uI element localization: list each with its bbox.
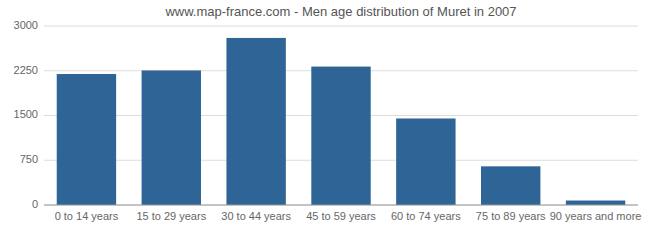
bar: 60 to 74 years: 1450 — [396, 118, 455, 205]
bar: 90 years and more: 75 — [566, 201, 625, 205]
bar: 45 to 59 years: 2320 — [311, 67, 370, 205]
x-axis-line — [44, 205, 638, 206]
title: www.map-france.com - Men age distributio… — [164, 4, 516, 19]
x-tick-label: 60 to 74 years — [391, 210, 461, 222]
bar: 15 to 29 years: 2255 — [142, 70, 201, 205]
x-tick-label: 0 to 14 years — [55, 210, 119, 222]
grid — [44, 26, 638, 205]
chart-container: 0 750 1500 2250 3000 0 to 14 years: 2195 15 to… — [0, 0, 650, 229]
chart-svg: 0 750 1500 2250 3000 0 to 14 years: 2195 15 to… — [0, 0, 650, 229]
y-tick-label: 3000 — [14, 19, 38, 31]
background — [0, 0, 650, 229]
y-axis: 0 750 1500 2250 3000 — [14, 19, 38, 210]
y-tick-label: 0 — [32, 198, 38, 210]
bars: 0 to 14 years: 2195 15 to 29 years: 2255 3… — [57, 38, 626, 205]
bar: 75 to 89 years: 648 — [481, 166, 540, 205]
x-tick-label: 30 to 44 years — [221, 210, 291, 222]
y-tick-label: 1500 — [14, 108, 38, 120]
bar: 30 to 44 years: 2800 — [226, 38, 285, 205]
x-tick-label: 90 years and more — [550, 210, 642, 222]
x-axis: 0 to 14 years 15 to 29 years 30 to 44 year… — [55, 210, 642, 222]
x-tick-label: 45 to 59 years — [306, 210, 376, 222]
y-tick-label: 2250 — [14, 64, 38, 76]
x-tick-label: 15 to 29 years — [136, 210, 206, 222]
bar: 0 to 14 years: 2195 — [57, 74, 116, 205]
x-tick-label: 75 to 89 years — [476, 210, 546, 222]
grid-line — [44, 26, 638, 27]
y-tick-label: 750 — [20, 153, 38, 165]
grid-line — [44, 205, 638, 206]
